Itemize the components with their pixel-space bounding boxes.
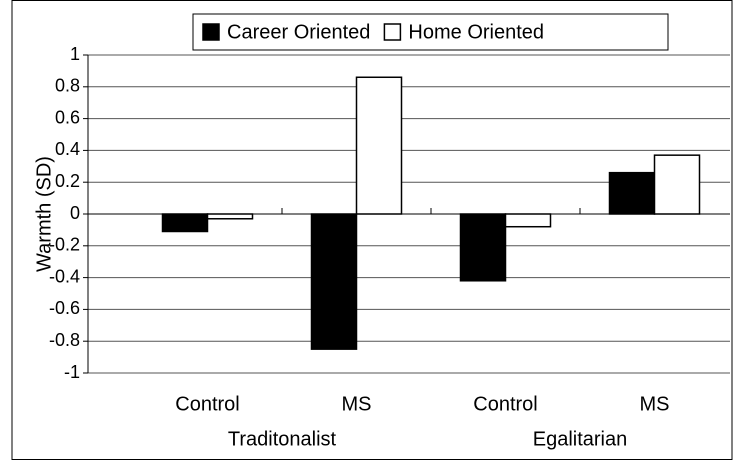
bar bbox=[459, 213, 507, 282]
bar bbox=[206, 213, 254, 220]
y-tick-label: 0.2 bbox=[55, 171, 80, 191]
legend-label: Home Oriented bbox=[408, 21, 544, 43]
group-label: Traditonalist bbox=[228, 428, 337, 450]
y-tick-label: 0.4 bbox=[55, 139, 80, 159]
x-tick-label: Control bbox=[473, 393, 537, 415]
y-tick-label: -0.6 bbox=[49, 298, 80, 318]
y-tick-label: -1 bbox=[64, 362, 80, 382]
y-tick-label: 0.8 bbox=[55, 76, 80, 96]
y-tick-label: 1 bbox=[70, 44, 80, 64]
bar bbox=[310, 213, 358, 350]
bar bbox=[653, 154, 701, 215]
y-tick-label: 0 bbox=[70, 203, 80, 223]
legend bbox=[192, 13, 669, 51]
bar bbox=[355, 76, 403, 215]
legend-label: Career Oriented bbox=[227, 21, 370, 43]
bar bbox=[161, 213, 209, 233]
frame bbox=[11, 0, 733, 460]
y-tick-label: -0.2 bbox=[49, 235, 80, 255]
y-axis-label: Warmth (SD) bbox=[33, 156, 55, 272]
group-label: Egalitarian bbox=[533, 428, 628, 450]
bar bbox=[608, 171, 656, 215]
y-tick-label: -0.4 bbox=[49, 266, 80, 286]
y-tick-label: 0.6 bbox=[55, 107, 80, 127]
bar bbox=[504, 213, 552, 228]
x-tick-label: MS bbox=[640, 393, 670, 415]
x-tick-label: MS bbox=[342, 393, 372, 415]
y-tick-label: -0.8 bbox=[49, 330, 80, 350]
x-tick-label: Control bbox=[175, 393, 239, 415]
legend-swatch bbox=[383, 23, 402, 41]
legend-swatch bbox=[202, 23, 220, 41]
